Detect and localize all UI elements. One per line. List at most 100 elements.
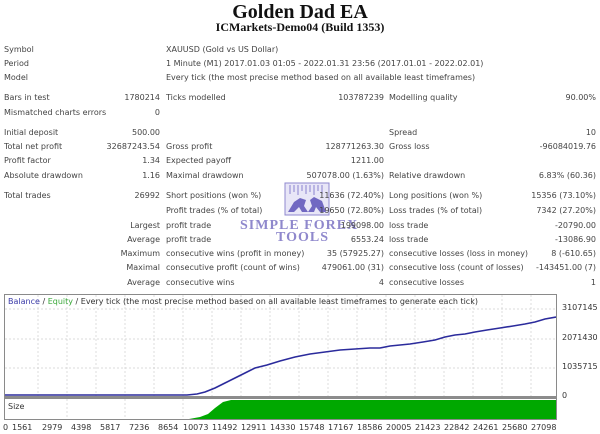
size-area <box>189 400 556 419</box>
maximum-prefix: Maximum <box>120 249 160 258</box>
x-tick: 27098 <box>531 423 557 432</box>
quality-label: Modelling quality <box>389 93 458 102</box>
x-tick: 10073 <box>183 423 209 432</box>
relative-drawdown-value: 6.83% (60.36) <box>538 171 596 180</box>
largest-loss-label: loss trade <box>389 221 429 230</box>
largest-prefix: Largest <box>130 221 160 230</box>
x-tick: 4398 <box>71 423 92 432</box>
absolute-drawdown-value: 1.16 <box>142 171 160 180</box>
chart-legend: Balance / Equity / Every tick (the most … <box>8 297 478 307</box>
net-profit-label: Total net profit <box>4 142 63 151</box>
x-tick: 22842 <box>444 423 470 432</box>
gross-profit-label: Gross profit <box>166 142 213 151</box>
maximal-drawdown-label: Maximal drawdown <box>166 171 244 180</box>
y-tick-4: 0 <box>562 391 568 400</box>
average-consec-prefix: Average <box>127 278 160 287</box>
x-tick: 18586 <box>357 423 383 432</box>
x-tick: 24261 <box>473 423 499 432</box>
profit-trades-label: Profit trades (% of total) <box>166 206 263 215</box>
x-tick: 15748 <box>299 423 325 432</box>
y-tick-1: 3107145 <box>562 303 598 312</box>
balance-chart: Balance / Equity / Every tick (the most … <box>4 294 557 397</box>
ticks-label: Ticks modelled <box>166 93 226 102</box>
period-value: 1 Minute (M1) 2017.01.03 01:05 - 2022.01… <box>166 59 484 68</box>
expected-payoff-label: Expected payoff <box>166 156 231 165</box>
largest-profit-label: profit trade <box>166 221 212 230</box>
maximal-consec-profit-label: consecutive profit (count of wins) <box>166 263 300 272</box>
maximal-consec-loss-label: consecutive loss (count of losses) <box>389 263 524 272</box>
relative-drawdown-label: Relative drawdown <box>389 171 466 180</box>
maximal-drawdown-value: 507078.00 (1.63%) <box>306 171 384 180</box>
profit-factor-label: Profit factor <box>4 156 51 165</box>
average-loss-value: -13086.90 <box>554 235 596 244</box>
gross-loss-label: Gross loss <box>389 142 430 151</box>
watermark-logo: SIMPLE FOREX TOOLS <box>232 180 384 245</box>
gross-profit-value: 128771263.30 <box>325 142 384 151</box>
legend-sep: / <box>39 297 48 306</box>
x-tick: 8654 <box>158 423 179 432</box>
x-tick: 11492 <box>212 423 238 432</box>
maximal-prefix: Maximal <box>126 263 160 272</box>
x-tick: 14330 <box>270 423 296 432</box>
report-title: Golden Dad EA <box>232 1 368 23</box>
long-positions-label: Long positions (won %) <box>389 191 483 200</box>
max-consec-wins-label: consecutive wins (profit in money) <box>166 249 305 258</box>
legend-equity: Equity <box>47 297 73 306</box>
symbol-label: Symbol <box>4 45 34 54</box>
x-tick: 0 <box>3 423 9 432</box>
x-tick: 17167 <box>328 423 354 432</box>
gross-loss-value: -96084019.76 <box>539 142 596 151</box>
max-consec-losses-value: 8 (-610.65) <box>551 249 596 258</box>
loss-trades-label: Loss trades (% of total) <box>389 206 483 215</box>
model-value: Every tick (the most precise method base… <box>166 73 476 82</box>
long-positions-value: 15356 (73.10%) <box>531 191 596 200</box>
spread-value: 10 <box>585 128 596 137</box>
x-tick: 25680 <box>502 423 528 432</box>
x-tick: 7236 <box>129 423 150 432</box>
maximal-consec-profit-value: 479061.00 (31) <box>321 263 384 272</box>
net-profit-value: 32687243.54 <box>106 142 160 151</box>
size-area-chart <box>66 399 556 419</box>
legend-description: / Every tick (the most precise method ba… <box>72 297 478 306</box>
x-tick: 2979 <box>42 423 63 432</box>
max-consec-losses-label: consecutive losses (loss in money) <box>389 249 529 258</box>
ticks-value: 103787239 <box>338 93 384 102</box>
maximal-consec-loss-value: -143451.00 (7) <box>535 263 596 272</box>
size-pane: Size <box>4 398 557 420</box>
mismatched-label: Mismatched charts errors <box>4 108 107 117</box>
quality-value: 90.00% <box>565 93 596 102</box>
avg-consec-wins-label: consecutive wins <box>166 278 235 287</box>
period-label: Period <box>4 59 29 68</box>
short-positions-label: Short positions (won %) <box>166 191 262 200</box>
x-tick: 21423 <box>415 423 441 432</box>
symbol-value: XAUUSD (Gold vs US Dollar) <box>166 45 279 54</box>
average-profit-label: profit trade <box>166 235 212 244</box>
average-prefix: Average <box>127 235 160 244</box>
spread-label: Spread <box>389 128 418 137</box>
avg-consec-wins-value: 4 <box>378 278 384 287</box>
total-trades-value: 26992 <box>134 191 160 200</box>
loss-trades-value: 7342 (27.20%) <box>536 206 596 215</box>
bars-value: 1780214 <box>124 93 160 102</box>
average-profit-value: 6553.24 <box>350 235 384 244</box>
balance-chart-plot <box>5 295 556 396</box>
largest-loss-value: -20790.00 <box>554 221 596 230</box>
total-trades-label: Total trades <box>4 191 51 200</box>
average-loss-label: loss trade <box>389 235 429 244</box>
bull-bear-icon <box>284 182 330 216</box>
x-tick: 5817 <box>100 423 121 432</box>
x-tick: 12911 <box>241 423 267 432</box>
profit-trades-value: 19650 (72.80%) <box>319 206 384 215</box>
avg-consec-losses-label: consecutive losses <box>389 278 465 287</box>
x-tick: 20005 <box>386 423 412 432</box>
pane-separator <box>4 396 557 399</box>
avg-consec-losses-value: 1 <box>590 278 596 287</box>
bars-label: Bars in test <box>4 93 50 102</box>
deposit-label: Initial deposit <box>4 128 59 137</box>
balance-line <box>5 316 556 396</box>
short-positions-value: 11636 (72.40%) <box>319 191 384 200</box>
y-tick-2: 2071430 <box>562 333 598 342</box>
model-label: Model <box>4 73 29 82</box>
y-tick-3: 1035715 <box>562 362 598 371</box>
watermark-line1: SIMPLE FOREX <box>240 218 359 233</box>
